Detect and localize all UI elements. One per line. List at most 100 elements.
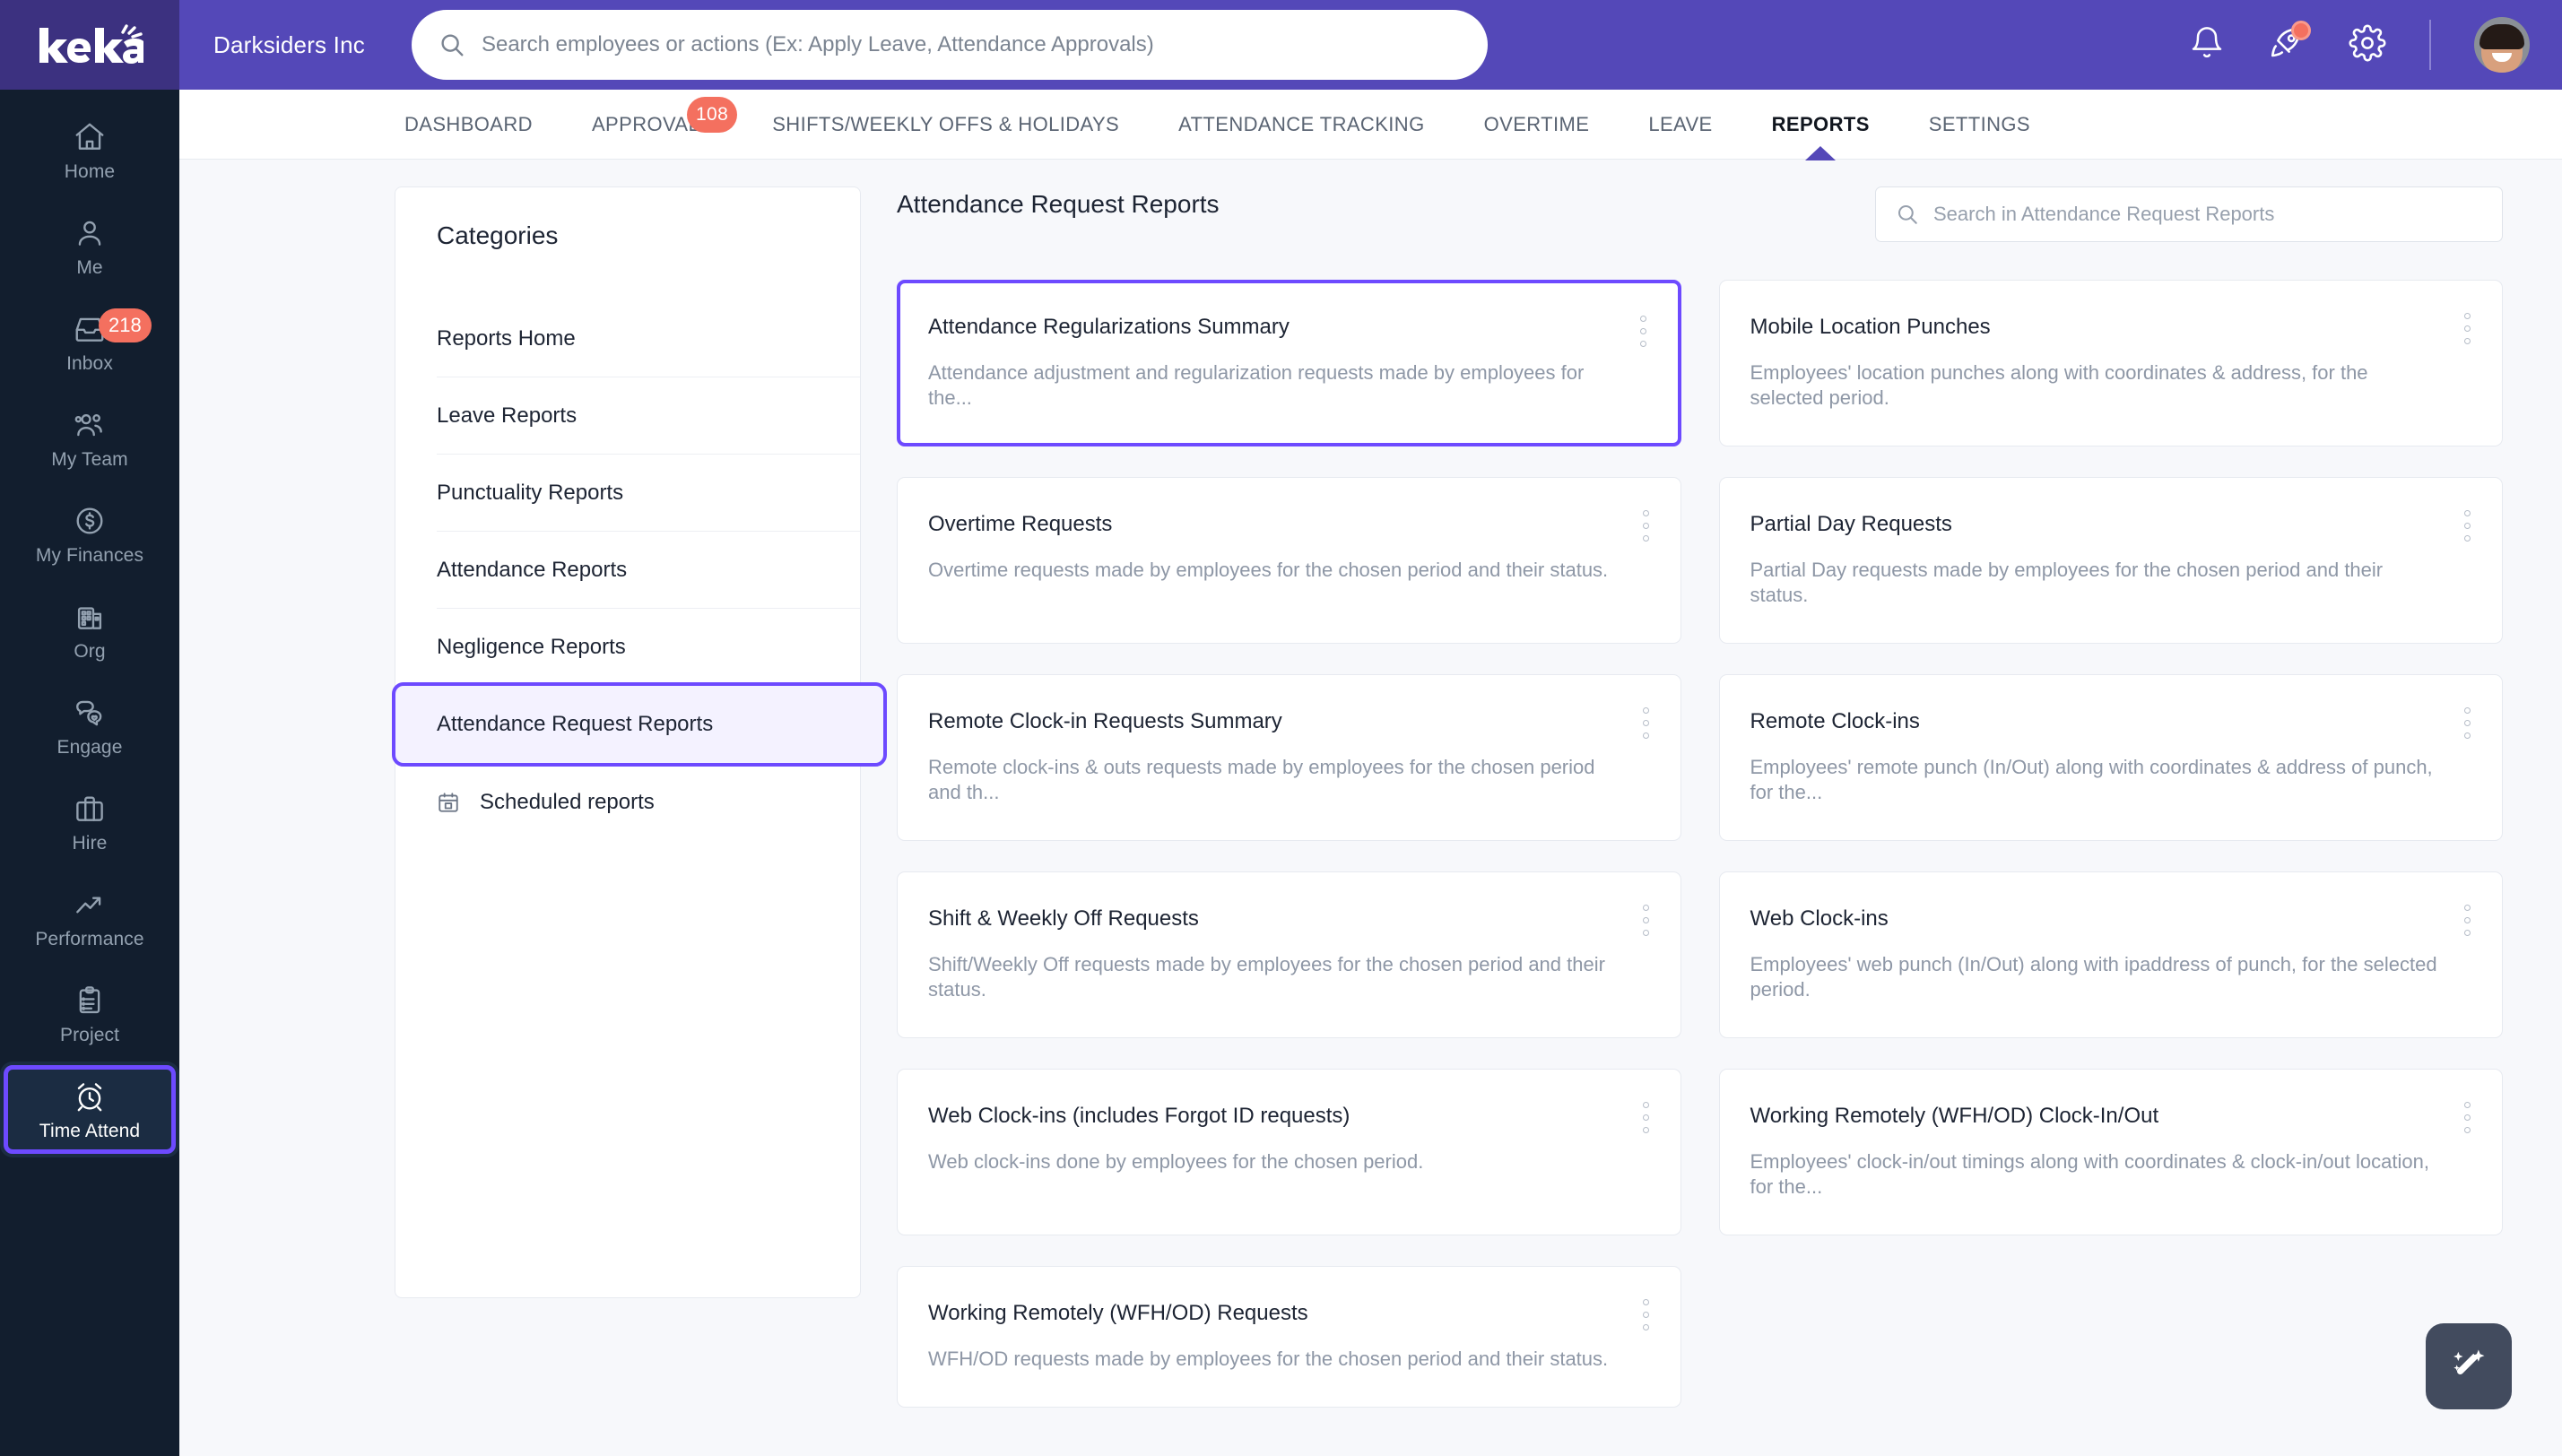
category-item-negligence-reports[interactable]: Negligence Reports: [395, 609, 860, 686]
tab-label: SETTINGS: [1928, 112, 2030, 135]
keka-logo[interactable]: [0, 0, 179, 90]
report-card-description: Overtime requests made by employees for …: [928, 558, 1609, 581]
report-card[interactable]: Attendance Regularizations Summary Attend…: [897, 280, 1681, 446]
sidebar-item-scheduled-reports[interactable]: Scheduled reports: [395, 763, 860, 842]
rail-item-engage[interactable]: Engage: [0, 678, 179, 774]
report-card-description: Partial Day requests made by employees f…: [1750, 558, 2384, 607]
report-card-menu-icon[interactable]: [1642, 904, 1650, 936]
gear-icon[interactable]: [2349, 23, 2386, 66]
rail-item-badge: 218: [99, 308, 152, 342]
rail-item-label: Performance: [35, 928, 144, 949]
rail-item-my-team[interactable]: My Team: [0, 390, 179, 486]
rail-item-hire[interactable]: Hire: [0, 774, 179, 870]
category-item-attendance-request-reports[interactable]: Attendance Request Reports: [392, 682, 887, 767]
report-card[interactable]: Overtime Requests Overtime requests made …: [897, 476, 1681, 644]
report-card-title: Web Clock-ins (includes Forgot ID reques…: [928, 1103, 1350, 1128]
magic-wand-icon: [2453, 1349, 2485, 1375]
report-card[interactable]: Remote Clock-in Requests Summary Remote c…: [897, 673, 1681, 841]
person-icon: [73, 216, 107, 250]
top-bar-actions: [2189, 17, 2562, 73]
chat-heart-icon: [73, 696, 107, 730]
report-card-title: Shift & Weekly Off Requests: [928, 906, 1199, 931]
reports-search[interactable]: Search in Attendance Request Reports: [1875, 186, 2503, 242]
report-card-menu-icon[interactable]: [2464, 1101, 2471, 1133]
rail-item-time-attend[interactable]: Time Attend: [0, 1062, 179, 1157]
report-card[interactable]: Working Remotely (WFH/OD) Clock-In/Out Em…: [1718, 1068, 2503, 1235]
tab-approvals[interactable]: APPROVALS 108: [562, 90, 743, 160]
avatar[interactable]: [2474, 17, 2530, 73]
ai-assistant-fab[interactable]: [2426, 1323, 2512, 1409]
reports-search-placeholder: Search in Attendance Request Reports: [1933, 203, 2275, 225]
global-search[interactable]: Search employees or actions (Ex: Apply L…: [411, 10, 1488, 80]
tab-reports[interactable]: REPORTS: [1742, 90, 1899, 160]
tab-label: ATTENDANCE TRACKING: [1178, 112, 1425, 135]
rail-item-me[interactable]: Me: [0, 198, 179, 294]
category-item-attendance-reports[interactable]: Attendance Reports: [395, 532, 860, 609]
alarm-clock-icon: [73, 1079, 107, 1114]
rocket-notification-dot: [2291, 20, 2311, 40]
report-card-title: Web Clock-ins: [1750, 906, 1889, 931]
trend-up-icon: [73, 888, 107, 922]
rail-item-org[interactable]: Org: [0, 582, 179, 678]
report-card[interactable]: Shift & Weekly Off Requests Shift/Weekly …: [897, 871, 1681, 1038]
tab-label: DASHBOARD: [404, 112, 533, 135]
report-card[interactable]: Web Clock-ins (includes Forgot ID reques…: [897, 1068, 1681, 1235]
report-card-menu-icon[interactable]: [1642, 1101, 1650, 1133]
category-item-label: Negligence Reports: [437, 635, 626, 659]
report-card-menu-icon[interactable]: [1642, 706, 1650, 739]
report-card[interactable]: Web Clock-ins Employees' web punch (In/Ou…: [1718, 871, 2503, 1038]
tab-settings[interactable]: SETTINGS: [1899, 90, 2060, 160]
report-card[interactable]: Working Remotely (WFH/OD) Requests WFH/OD…: [897, 1265, 1681, 1408]
report-card[interactable]: Partial Day Requests Partial Day requests…: [1718, 476, 2503, 644]
report-card-title: Attendance Regularizations Summary: [928, 315, 1290, 339]
company-name: Darksiders Inc: [213, 30, 365, 58]
tab-shifts-weekly-offs-holidays[interactable]: SHIFTS/WEEKLY OFFS & HOLIDAYS: [743, 90, 1149, 160]
report-card-description: Employees' location punches along with c…: [1750, 360, 2368, 410]
rail-item-label: Engage: [56, 736, 123, 758]
reports-header: Attendance Request Reports Search in Att…: [897, 186, 2503, 264]
tab-label: REPORTS: [1771, 112, 1870, 135]
report-card-menu-icon[interactable]: [2464, 313, 2471, 344]
report-card-title: Remote Clock-in Requests Summary: [928, 708, 1282, 733]
report-card-description: WFH/OD requests made by employees for th…: [928, 1347, 1609, 1370]
rail-item-label: My Finances: [35, 544, 144, 566]
avatar-hair: [2479, 24, 2524, 49]
report-card-title: Partial Day Requests: [1750, 511, 1952, 536]
search-icon: [1898, 204, 1917, 224]
main-region: Darksiders Inc Search employees or actio…: [179, 0, 2562, 1456]
rail-item-label: Project: [59, 1024, 120, 1045]
team-icon: [73, 408, 107, 442]
report-card-description: Remote clock-ins & outs requests made by…: [928, 755, 1595, 804]
tab-dashboard[interactable]: DASHBOARD: [375, 90, 562, 160]
category-item-leave-reports[interactable]: Leave Reports: [395, 377, 860, 455]
rail-item-label: Org: [74, 640, 106, 662]
report-card[interactable]: Mobile Location Punches Employees' locati…: [1718, 280, 2503, 446]
report-card-menu-icon[interactable]: [1642, 1298, 1650, 1330]
category-item-reports-home[interactable]: Reports Home: [395, 300, 860, 377]
building-icon: [73, 600, 107, 634]
rail-item-my-finances[interactable]: My Finances: [0, 486, 179, 582]
report-card-title: Remote Clock-ins: [1750, 708, 1920, 733]
report-card-menu-icon[interactable]: [1639, 316, 1647, 347]
rail-item-home[interactable]: Home: [0, 102, 179, 198]
active-tab-caret: [1805, 145, 1837, 160]
report-card-menu-icon[interactable]: [2464, 509, 2471, 542]
report-card-menu-icon[interactable]: [1642, 509, 1650, 542]
rail-item-inbox[interactable]: Inbox 218: [0, 294, 179, 390]
report-card[interactable]: Remote Clock-ins Employees' remote punch …: [1718, 673, 2503, 841]
report-card-menu-icon[interactable]: [2464, 706, 2471, 739]
tab-attendance-tracking[interactable]: ATTENDANCE TRACKING: [1149, 90, 1454, 160]
report-card-menu-icon[interactable]: [2464, 904, 2471, 936]
search-icon: [441, 34, 464, 56]
tab-overtime[interactable]: OVERTIME: [1455, 90, 1620, 160]
category-item-punctuality-reports[interactable]: Punctuality Reports: [395, 455, 860, 532]
report-card-description: Employees' web punch (In/Out) along with…: [1750, 952, 2437, 1001]
rail-item-project[interactable]: Project: [0, 966, 179, 1062]
category-item-label: Reports Home: [437, 326, 576, 351]
rocket-icon[interactable]: [2268, 20, 2311, 66]
rail-item-performance[interactable]: Performance: [0, 870, 179, 966]
tab-leave[interactable]: LEAVE: [1619, 90, 1741, 160]
bell-icon[interactable]: [2189, 25, 2225, 65]
report-card-description: Shift/Weekly Off requests made by employ…: [928, 952, 1605, 1001]
